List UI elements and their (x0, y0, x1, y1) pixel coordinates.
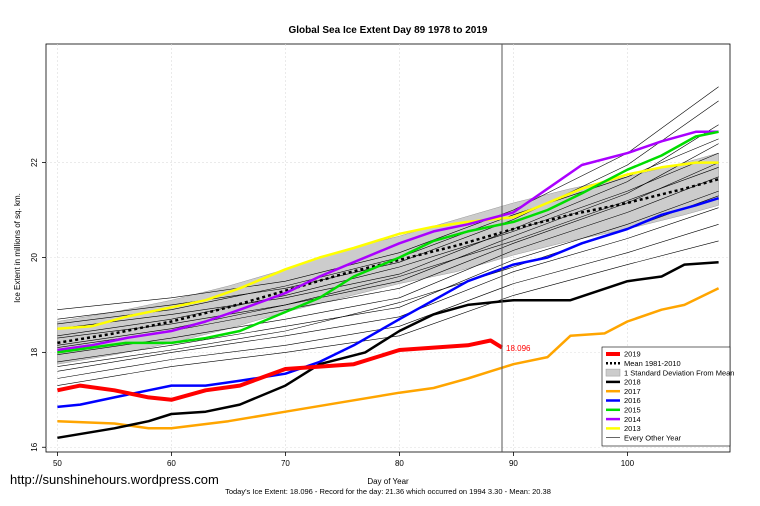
every-other-year-line (57, 240, 719, 386)
every-other-year-line (57, 190, 719, 363)
current-value-label: 18.096 (506, 344, 531, 353)
x-tick-label: 80 (395, 459, 404, 468)
x-axis-ticks: 50 60 70 80 90 100 (53, 452, 635, 468)
every-other-year-line (57, 100, 719, 320)
series-line-2017 (57, 287, 720, 430)
legend-label: Mean 1981-2010 (624, 359, 681, 368)
y-tick-label: 16 (30, 442, 39, 451)
series-lines (56, 130, 720, 440)
x-tick-label: 50 (53, 459, 62, 468)
legend-label: 2017 (624, 387, 641, 396)
y-tick-label: 22 (30, 158, 39, 167)
every-other-year-line (57, 207, 719, 372)
series-line-2015 (57, 130, 719, 354)
legend-label: 2015 (624, 406, 641, 415)
x-tick-label: 60 (167, 459, 176, 468)
y-axis-label: Ice Extent in millions of sq. km. (13, 193, 22, 303)
x-tick-label: 100 (621, 459, 635, 468)
every-other-year-line (57, 143, 719, 339)
every-other-year-line (57, 124, 719, 329)
plot-frame (45, 43, 731, 453)
every-other-year-line (57, 152, 719, 337)
series-line-2019 (56, 338, 504, 402)
legend-box (601, 346, 731, 447)
footer-summary: Today's Ice Extent: 18.096 - Record for … (225, 487, 551, 496)
mean-line (57, 177, 719, 345)
x-tick-label: 90 (509, 459, 518, 468)
legend-label: 2016 (624, 396, 641, 405)
every-other-year-line (57, 176, 719, 355)
watermark-url: http://sunshinehours.wordpress.com (10, 472, 219, 487)
legend-label: 2013 (624, 424, 641, 433)
series-line-2014 (57, 130, 719, 352)
x-tick-label: 70 (281, 459, 290, 468)
every-other-year-line (57, 167, 719, 346)
series-line-2013 (57, 161, 719, 330)
legend-label: 2019 (624, 350, 641, 359)
y-tick-label: 20 (30, 252, 39, 261)
legend-swatch (605, 368, 621, 377)
series-line-2018 (57, 260, 719, 440)
legend-label: 1 Standard Deviation From Mean (624, 368, 734, 377)
legend-label: 2014 (624, 415, 641, 424)
mean-1981-2010-line (57, 177, 719, 345)
series-line-2016 (57, 197, 719, 409)
every-other-year-line (57, 224, 719, 379)
legend-label: 2018 (624, 378, 641, 387)
y-tick-label: 18 (30, 347, 39, 356)
y-axis-ticks: 16 18 20 22 (30, 158, 46, 452)
chart-title: Global Sea Ice Extent Day 89 1978 to 201… (289, 25, 488, 36)
legend-label: Every Other Year (624, 433, 682, 442)
x-axis-label: Day of Year (367, 477, 409, 486)
